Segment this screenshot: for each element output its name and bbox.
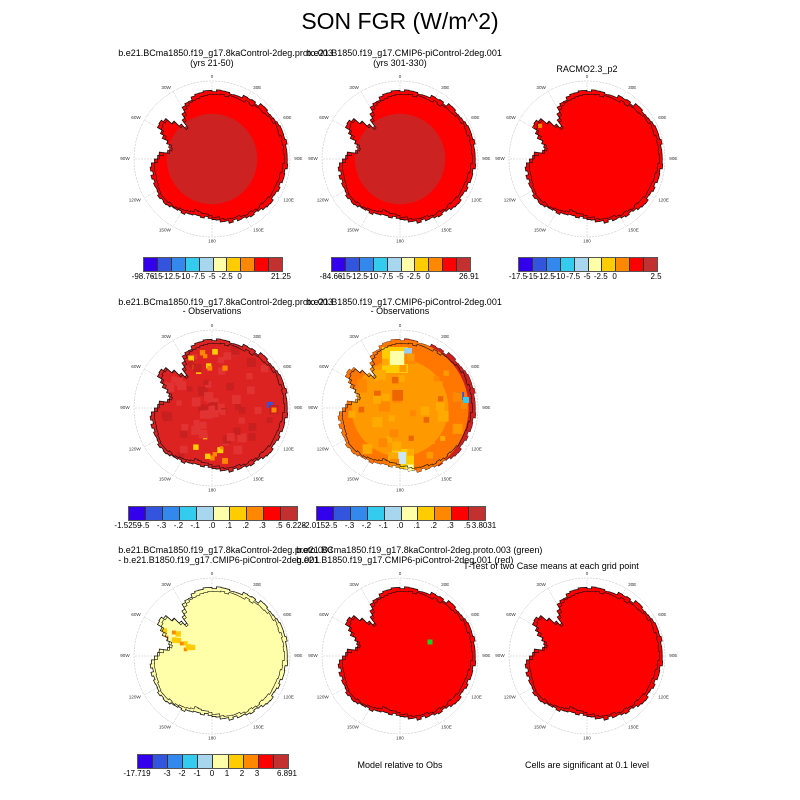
svg-text:90W: 90W: [308, 405, 318, 410]
svg-text:180: 180: [208, 487, 216, 492]
svg-text:150W: 150W: [347, 476, 360, 481]
svg-text:30W: 30W: [349, 85, 359, 90]
svg-text:30W: 30W: [161, 85, 171, 90]
svg-text:150E: 150E: [253, 724, 264, 729]
svg-text:180: 180: [396, 736, 404, 741]
svg-text:150E: 150E: [628, 724, 639, 729]
svg-text:30W: 30W: [349, 582, 359, 587]
svg-text:180: 180: [583, 239, 591, 244]
svg-text:30W: 30W: [161, 333, 171, 338]
svg-text:0: 0: [399, 322, 402, 327]
svg-text:90E: 90E: [294, 156, 302, 161]
svg-text:180: 180: [208, 239, 216, 244]
svg-text:180: 180: [396, 239, 404, 244]
svg-text:0: 0: [586, 571, 589, 576]
svg-text:0: 0: [211, 571, 214, 576]
svg-text:120E: 120E: [471, 446, 482, 451]
svg-text:180: 180: [583, 736, 591, 741]
svg-text:0: 0: [399, 571, 402, 576]
svg-text:60E: 60E: [283, 115, 291, 120]
svg-text:60E: 60E: [283, 364, 291, 369]
svg-text:150W: 150W: [534, 227, 547, 232]
svg-text:60W: 60W: [131, 612, 141, 617]
svg-text:150E: 150E: [441, 227, 452, 232]
svg-text:30W: 30W: [536, 582, 546, 587]
svg-text:90W: 90W: [120, 653, 130, 658]
svg-text:60E: 60E: [471, 612, 479, 617]
svg-text:90W: 90W: [120, 405, 130, 410]
svg-text:150W: 150W: [159, 227, 172, 232]
svg-text:150E: 150E: [441, 724, 452, 729]
svg-text:90E: 90E: [294, 405, 302, 410]
svg-text:30E: 30E: [441, 85, 449, 90]
svg-text:60W: 60W: [319, 364, 329, 369]
svg-text:120W: 120W: [317, 694, 330, 699]
svg-text:30W: 30W: [161, 582, 171, 587]
svg-text:60W: 60W: [131, 115, 141, 120]
svg-text:30E: 30E: [253, 85, 261, 90]
svg-text:60E: 60E: [658, 115, 666, 120]
svg-text:120W: 120W: [317, 197, 330, 202]
svg-text:90E: 90E: [482, 405, 490, 410]
svg-text:120E: 120E: [658, 694, 669, 699]
svg-text:150W: 150W: [347, 724, 360, 729]
svg-text:120W: 120W: [129, 197, 142, 202]
svg-text:150E: 150E: [441, 476, 452, 481]
svg-text:30E: 30E: [441, 582, 449, 587]
svg-text:180: 180: [208, 736, 216, 741]
svg-text:60E: 60E: [658, 612, 666, 617]
svg-text:60E: 60E: [471, 115, 479, 120]
svg-text:90W: 90W: [308, 653, 318, 658]
svg-text:120E: 120E: [283, 446, 294, 451]
svg-text:150E: 150E: [628, 227, 639, 232]
svg-text:60W: 60W: [319, 612, 329, 617]
svg-text:120W: 120W: [504, 197, 517, 202]
svg-text:120W: 120W: [129, 694, 142, 699]
svg-text:120E: 120E: [658, 197, 669, 202]
svg-text:150E: 150E: [253, 476, 264, 481]
svg-text:90E: 90E: [669, 653, 677, 658]
svg-text:0: 0: [211, 74, 214, 79]
svg-text:90E: 90E: [482, 156, 490, 161]
svg-text:180: 180: [396, 487, 404, 492]
svg-text:120E: 120E: [471, 694, 482, 699]
svg-text:0: 0: [586, 74, 589, 79]
svg-text:120W: 120W: [317, 446, 330, 451]
svg-text:90E: 90E: [294, 653, 302, 658]
svg-text:150W: 150W: [159, 476, 172, 481]
svg-text:90W: 90W: [120, 156, 130, 161]
svg-text:30W: 30W: [349, 333, 359, 338]
svg-text:120W: 120W: [504, 694, 517, 699]
svg-text:90E: 90E: [669, 156, 677, 161]
svg-text:150W: 150W: [159, 724, 172, 729]
svg-text:120W: 120W: [129, 446, 142, 451]
svg-text:150W: 150W: [347, 227, 360, 232]
svg-text:60W: 60W: [319, 115, 329, 120]
svg-text:30E: 30E: [253, 582, 261, 587]
svg-text:30E: 30E: [253, 333, 261, 338]
svg-text:150E: 150E: [253, 227, 264, 232]
svg-text:60W: 60W: [506, 612, 516, 617]
svg-text:90W: 90W: [495, 156, 505, 161]
svg-text:30W: 30W: [536, 85, 546, 90]
svg-text:30E: 30E: [441, 333, 449, 338]
svg-text:90W: 90W: [495, 653, 505, 658]
svg-text:60E: 60E: [471, 364, 479, 369]
svg-text:120E: 120E: [283, 694, 294, 699]
svg-text:90W: 90W: [308, 156, 318, 161]
svg-text:0: 0: [399, 74, 402, 79]
svg-text:120E: 120E: [471, 197, 482, 202]
svg-text:120E: 120E: [283, 197, 294, 202]
svg-text:90E: 90E: [482, 653, 490, 658]
svg-text:60W: 60W: [131, 364, 141, 369]
svg-text:60E: 60E: [283, 612, 291, 617]
svg-text:0: 0: [211, 322, 214, 327]
svg-text:30E: 30E: [628, 582, 636, 587]
svg-text:150W: 150W: [534, 724, 547, 729]
svg-text:30E: 30E: [628, 85, 636, 90]
svg-text:60W: 60W: [506, 115, 516, 120]
